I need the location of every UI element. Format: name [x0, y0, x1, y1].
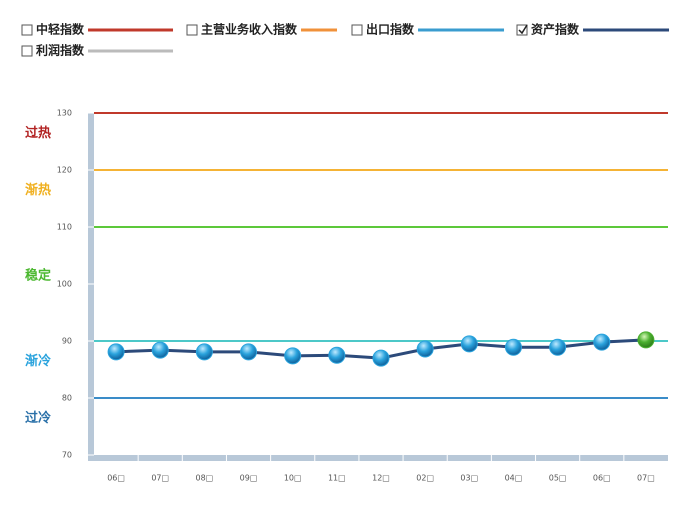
legend-checkbox[interactable] — [516, 24, 528, 36]
data-point[interactable] — [195, 343, 213, 361]
x-tick-label: 04□ — [505, 474, 523, 483]
y-tick-label: 130 — [57, 109, 72, 118]
legend-label[interactable]: 主营业务收入指数 — [201, 22, 298, 37]
data-point[interactable] — [504, 338, 522, 356]
zone-label: 渐冷 — [25, 353, 51, 369]
y-tick-label: 120 — [57, 166, 72, 175]
x-tick-label: 11□ — [328, 474, 346, 483]
legend-checkbox[interactable] — [21, 24, 33, 36]
data-point[interactable] — [284, 347, 302, 365]
legend-label[interactable]: 中轻指数 — [36, 22, 85, 37]
zone-label: 渐热 — [25, 182, 51, 198]
legend-checkbox[interactable] — [351, 24, 363, 36]
x-tick-label: 03□ — [460, 474, 478, 483]
y-tick-label: 80 — [62, 394, 72, 403]
data-point[interactable] — [416, 340, 434, 358]
y-tick-label: 70 — [62, 451, 72, 460]
x-tick-label: 08□ — [196, 474, 214, 483]
y-tick-label: 110 — [57, 223, 72, 232]
x-tick-label: 02□ — [416, 474, 434, 483]
zone-label: 过热 — [25, 125, 51, 141]
x-axis-band — [94, 455, 668, 461]
legend-label[interactable]: 利润指数 — [36, 43, 85, 58]
legend-checkbox[interactable] — [186, 24, 198, 36]
legend-checkbox[interactable] — [21, 45, 33, 57]
data-point[interactable] — [328, 346, 346, 364]
x-tick-label: 10□ — [284, 474, 302, 483]
x-tick-label: 05□ — [549, 474, 567, 483]
x-tick-label: 07□ — [637, 474, 655, 483]
y-tick-label: 90 — [62, 337, 72, 346]
x-tick-label: 06□ — [107, 474, 125, 483]
data-point[interactable] — [372, 349, 390, 367]
data-point[interactable] — [593, 333, 611, 351]
legend-label[interactable]: 出口指数 — [366, 22, 415, 37]
data-point[interactable] — [549, 338, 567, 356]
y-tick-label: 100 — [57, 280, 72, 289]
x-tick-label: 09□ — [240, 474, 258, 483]
data-point[interactable] — [107, 343, 125, 361]
data-point[interactable] — [240, 343, 258, 361]
legend-label[interactable]: 资产指数 — [531, 22, 580, 37]
zone-label: 稳定 — [25, 268, 51, 284]
y-axis-band — [88, 113, 94, 461]
zone-label: 过冷 — [25, 410, 51, 426]
data-point[interactable] — [460, 335, 478, 353]
x-tick-label: 06□ — [593, 474, 611, 483]
data-point[interactable] — [637, 331, 655, 349]
legend-check — [518, 24, 528, 35]
x-tick-label: 07□ — [151, 474, 169, 483]
x-tick-label: 12□ — [372, 474, 390, 483]
data-point[interactable] — [151, 341, 169, 359]
